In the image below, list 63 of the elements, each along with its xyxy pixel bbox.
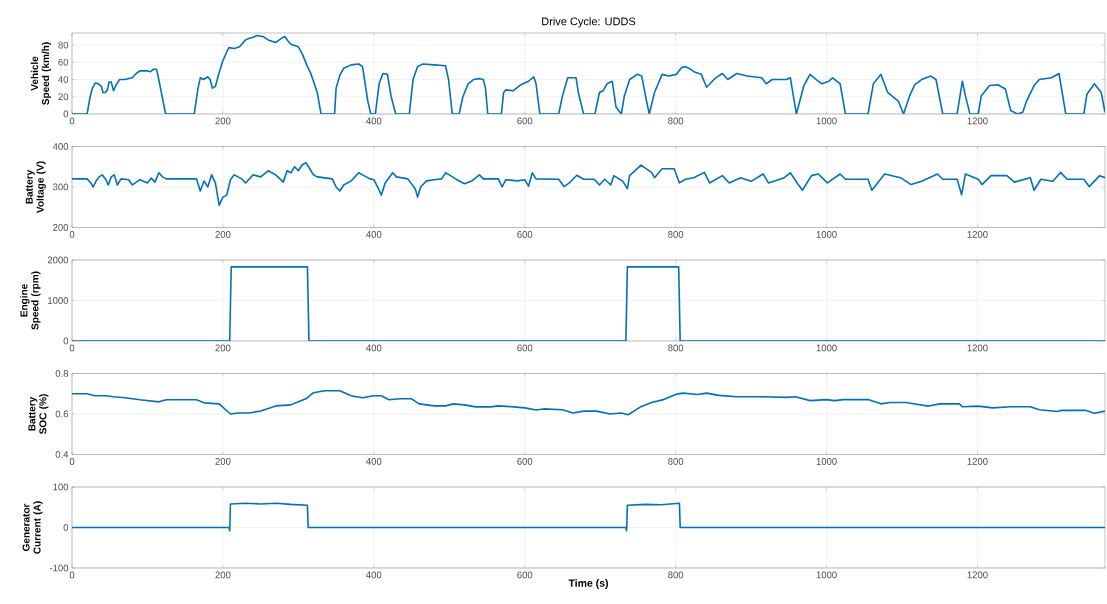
y-tick-label: 0 xyxy=(63,524,69,531)
y-tick-label: 0 xyxy=(63,110,69,118)
x-tick-label: 600 xyxy=(517,344,533,352)
x-tick-label: 1000 xyxy=(816,571,837,579)
x-tick-label: 200 xyxy=(215,458,231,465)
y-axis-title: Engine Speed (rpm) xyxy=(20,271,41,330)
line-series xyxy=(72,161,1105,207)
y-tick-label: -100 xyxy=(49,564,69,572)
x-tick-label: 400 xyxy=(366,231,382,238)
x-tick-label: 800 xyxy=(668,571,684,579)
y-axis-title: Vehicle Speed (km/h) xyxy=(30,42,52,105)
x-tick-label: 0 xyxy=(69,344,75,352)
x-tick-label: 400 xyxy=(366,117,382,125)
line-series xyxy=(72,389,1105,416)
x-tick-label: 200 xyxy=(215,117,231,125)
x-tick-label: 0 xyxy=(69,117,75,125)
x-tick-label: 600 xyxy=(517,458,533,465)
y-tick-label: 300 xyxy=(52,183,69,191)
x-tick-label: 200 xyxy=(215,231,231,238)
line-series xyxy=(72,34,1105,114)
y-tick-label: 100 xyxy=(53,483,69,491)
y-axis-title: Generator Current (A) xyxy=(22,501,43,554)
x-tick-label: 0 xyxy=(69,571,75,579)
x-tick-label: 200 xyxy=(215,571,231,579)
x-tick-label: 600 xyxy=(517,571,533,579)
y-tick-label: 0.6 xyxy=(55,410,69,418)
y-tick-label: 2000 xyxy=(47,256,69,264)
x-tick-label: 0 xyxy=(69,458,75,465)
y-tick-label: 80 xyxy=(58,41,69,49)
x-tick-label: 800 xyxy=(668,117,684,125)
x-tick-label: 1200 xyxy=(967,117,988,125)
x-tick-label: 1200 xyxy=(967,458,988,465)
x-tick-label: 600 xyxy=(517,117,533,125)
x-tick-label: 400 xyxy=(366,458,382,465)
y-tick-label: 20 xyxy=(58,93,69,101)
x-tick-label: 1200 xyxy=(967,344,988,352)
y-tick-label: 400 xyxy=(52,143,69,150)
x-tick-label: 0 xyxy=(69,231,75,238)
x-tick-label: 200 xyxy=(215,344,231,352)
y-tick-label: 40 xyxy=(58,76,69,83)
x-tick-label: 400 xyxy=(366,344,382,352)
y-axis-title: Battery Voltage (V) xyxy=(25,161,46,213)
x-tick-label: 400 xyxy=(366,571,382,579)
y-tick-label: 200 xyxy=(53,224,69,231)
x-tick-label: 1200 xyxy=(967,571,988,579)
x-axis-title: Time (s) xyxy=(568,579,608,589)
x-tick-label: 800 xyxy=(668,231,684,238)
y-tick-label: 0.4 xyxy=(55,451,69,458)
y-tick-label: 60 xyxy=(58,58,69,66)
x-tick-label: 800 xyxy=(668,344,684,352)
chart-title: Drive Cycle: UDDS xyxy=(542,17,636,28)
line-series xyxy=(72,502,1105,532)
y-tick-label: 1000 xyxy=(48,297,69,304)
y-axis-title: Battery SOC (%) xyxy=(28,394,49,434)
x-tick-label: 800 xyxy=(668,458,684,465)
x-tick-label: 1000 xyxy=(816,231,837,238)
x-tick-label: 1000 xyxy=(816,458,837,465)
y-tick-label: 0.8 xyxy=(55,370,69,377)
x-tick-label: 1000 xyxy=(816,344,837,352)
y-tick-label: 0 xyxy=(63,337,69,345)
x-tick-label: 600 xyxy=(517,231,533,238)
x-tick-label: 1000 xyxy=(816,117,837,125)
x-tick-label: 1200 xyxy=(967,231,988,238)
